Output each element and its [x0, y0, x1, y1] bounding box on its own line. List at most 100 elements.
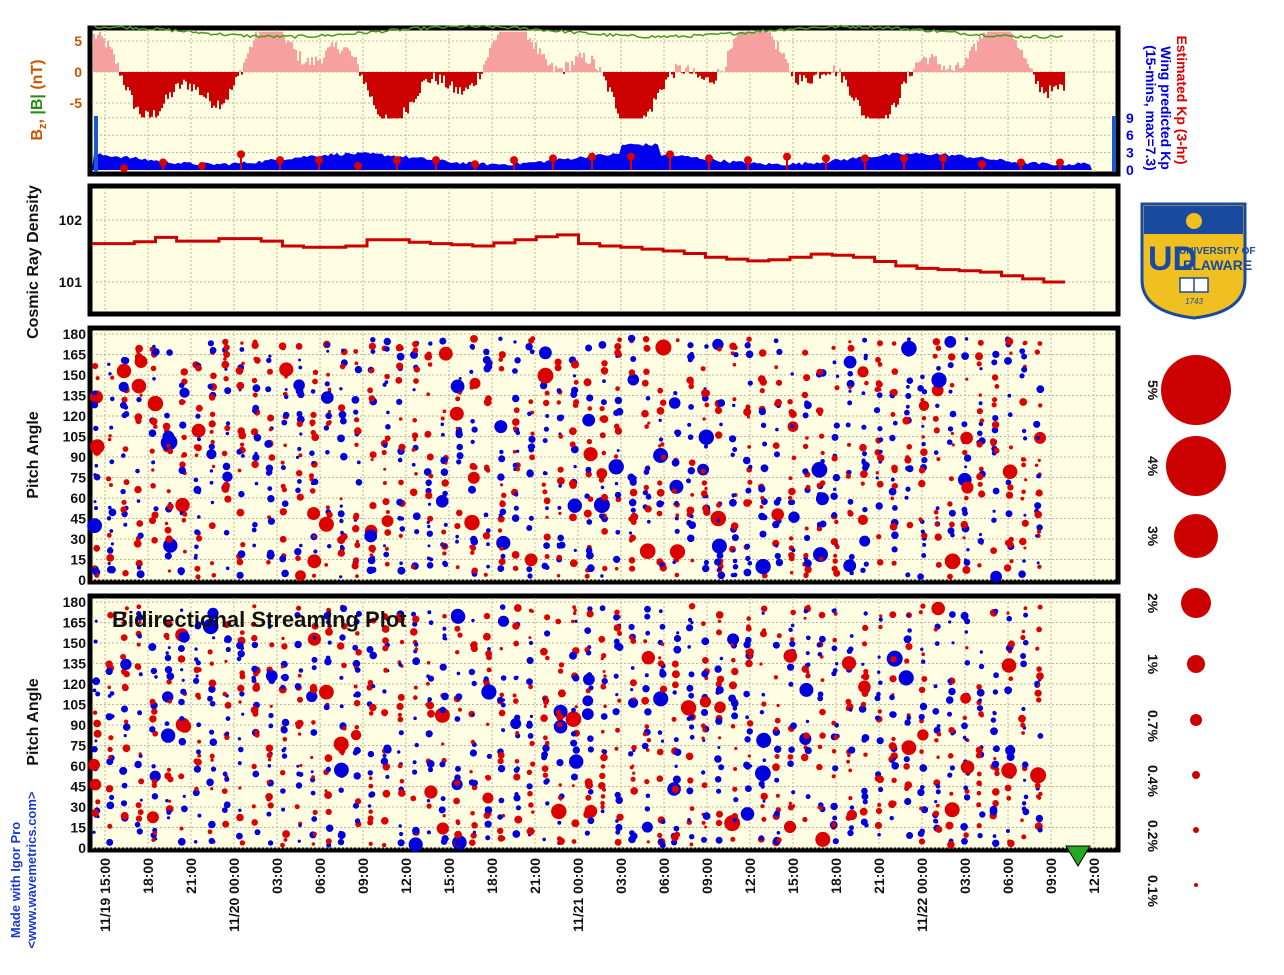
pitch-angle-point	[933, 627, 938, 632]
pitch-angle-point	[497, 764, 506, 773]
pitch-angle-point	[819, 732, 826, 739]
pitch-angle-point	[641, 742, 649, 750]
pitch-angle-point	[325, 412, 333, 420]
pitch-angle-point	[497, 696, 504, 703]
pitch-angle-point	[1009, 351, 1013, 355]
pitch-angle-point	[716, 788, 722, 794]
pitch-angle-point	[267, 549, 275, 557]
pitch-angle-point	[1007, 393, 1012, 398]
pitch-angle-point	[674, 738, 678, 742]
pitch-angle-point	[353, 772, 361, 780]
pitch-angle-point	[325, 838, 332, 845]
pitch-angle-point	[776, 831, 781, 835]
pitch-angle-point	[689, 834, 695, 840]
pitch-angle-point	[774, 727, 779, 732]
estimated-kp-point	[237, 150, 245, 159]
pitch-angle-point	[106, 554, 115, 562]
pitch-angle-point	[93, 544, 101, 552]
pitch-angle-point	[353, 699, 361, 707]
pitch-angle-point	[976, 771, 982, 777]
kp-estimated-label: Estimated Kp (3-hr)	[1174, 35, 1190, 164]
pitch-angle-point	[585, 794, 592, 801]
pitch-angle-point	[905, 486, 911, 492]
pitch-angle-point	[861, 787, 868, 795]
pitch-angle-point	[353, 514, 359, 521]
pitch-angle-point	[1005, 479, 1012, 486]
pitch-angle-point	[526, 525, 533, 531]
pitch-angle-point	[457, 707, 463, 712]
pitch-angle-point	[600, 753, 608, 762]
pitch-angle-point	[121, 621, 125, 625]
pitch-angle-point	[843, 559, 857, 573]
pitch-angle-point	[482, 792, 494, 804]
pitch-angle-point	[469, 749, 477, 757]
pitch-angle-point	[194, 647, 198, 651]
pitch-angle-point	[123, 719, 129, 724]
pitch-angle-point	[948, 687, 956, 696]
pitch-angle-point	[878, 680, 883, 686]
pitch-angle-point	[600, 809, 605, 814]
pitch-angle-point	[831, 720, 837, 726]
pitch-angle-point	[848, 340, 852, 344]
pitch-angle-point	[1021, 462, 1026, 468]
pitch-angle-point	[992, 839, 1000, 847]
pitch-angle-point	[397, 763, 403, 769]
pitch-angle-point	[265, 386, 272, 393]
pitch-angle-point	[298, 365, 303, 370]
pitch-angle-point	[544, 565, 550, 570]
pitch-angle-point	[426, 681, 430, 686]
pitch-angle-point	[979, 367, 983, 371]
pitch-angle-point	[847, 753, 851, 758]
pitch-angle-point	[686, 478, 691, 484]
pitch-angle-point	[891, 777, 897, 783]
pitch-angle-point	[497, 814, 503, 820]
pitch-angle-point	[861, 459, 867, 465]
pitch-angle-point	[644, 806, 651, 812]
pitch-angle-point	[411, 611, 416, 617]
pitch-angle-point	[470, 811, 475, 816]
pitch-angle-point	[194, 453, 199, 458]
pitch-angle-point	[382, 689, 387, 694]
pitch-angle-point	[414, 642, 419, 647]
pitch-angle-point	[776, 348, 783, 355]
pitch-angle-point	[614, 838, 622, 846]
pitch-angle-point	[297, 839, 301, 843]
pitch-angle-point	[775, 558, 784, 567]
pitch-angle-point	[150, 417, 158, 426]
pitch-angle-point	[556, 713, 564, 721]
pitch-angle-point	[686, 716, 692, 722]
pitch-angle-point	[921, 389, 928, 395]
pitch-angle-point	[806, 635, 810, 640]
pitch-angle-point	[531, 609, 534, 613]
pitch-angle-point	[1036, 626, 1042, 633]
pitch-angle-point	[238, 700, 242, 704]
pitch-angle-point	[558, 783, 562, 787]
pitch-angle-point	[656, 407, 665, 415]
pitch-angle-point	[646, 519, 651, 524]
pitch-angle-point	[657, 660, 665, 667]
pitch-angle-point	[569, 441, 576, 448]
pitch-angle-point	[151, 537, 158, 544]
pitch-angle-point	[369, 451, 377, 459]
pitch-angle-point	[241, 712, 245, 716]
pitch-angle-point	[950, 532, 955, 538]
pitch-angle-point	[541, 765, 549, 772]
pitch-angle-point	[669, 544, 686, 560]
pitch-angle-point	[513, 505, 519, 511]
pitch-angle-point	[455, 428, 463, 436]
pitch-angle-point	[790, 609, 796, 616]
pitch-angle-point	[310, 755, 314, 760]
pitch-angle-point	[1018, 570, 1026, 578]
pitch-angle-point	[936, 755, 940, 759]
pitch-angle-point	[918, 838, 926, 845]
pitch-angle-point	[686, 787, 694, 795]
kp-series	[92, 143, 1092, 173]
pitch-angle-point	[920, 647, 924, 651]
pitch-angle-point	[94, 739, 98, 743]
pitch-angle-point	[412, 760, 417, 765]
pitch-angle-point	[284, 374, 288, 379]
legend-circle	[1187, 655, 1205, 673]
pitch-angle-point	[613, 673, 619, 679]
pitch-angle-point	[877, 362, 883, 367]
